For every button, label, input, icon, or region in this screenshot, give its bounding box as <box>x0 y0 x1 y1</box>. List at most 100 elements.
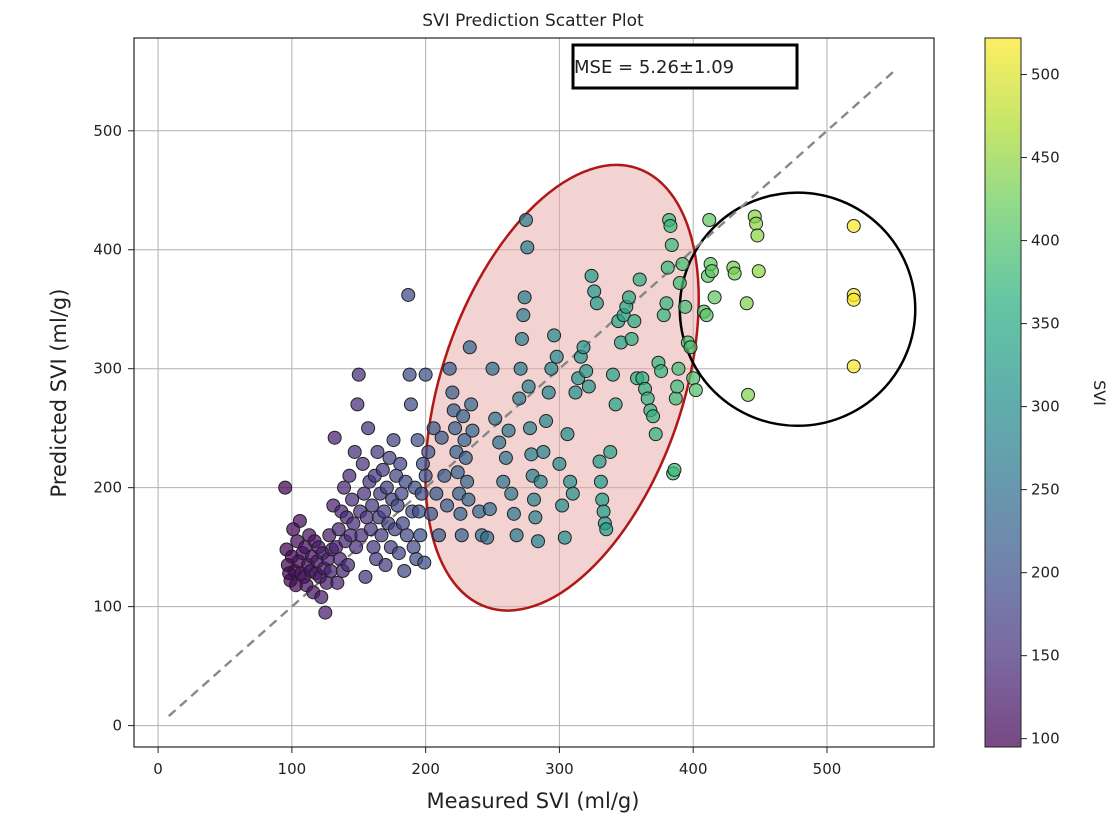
scatter-point <box>418 468 433 483</box>
scatter-point <box>671 361 686 376</box>
scatter-points <box>278 209 861 620</box>
scatter-point <box>527 492 541 507</box>
scatter-point <box>663 218 678 233</box>
scatter-point <box>399 528 414 543</box>
scatter-point <box>358 569 373 584</box>
scatter-point <box>403 397 418 412</box>
scatter-point <box>593 474 608 489</box>
scatter-point <box>513 361 528 376</box>
scatter-point <box>454 528 469 543</box>
scatter-point <box>341 557 356 572</box>
scatter-point <box>547 328 562 343</box>
scatter-point <box>506 506 521 521</box>
scatter-point <box>411 504 426 519</box>
scatter-point <box>520 240 535 255</box>
scatter-point <box>522 421 537 436</box>
scatter-point <box>739 296 754 311</box>
scatter-point <box>521 379 536 394</box>
scatter-point <box>448 421 463 436</box>
y-tick-label: 300 <box>93 360 122 378</box>
scatter-point <box>359 510 374 525</box>
scatter-point <box>323 563 338 578</box>
scatter-point <box>458 450 473 465</box>
scatter-point <box>596 504 611 519</box>
scatter-point <box>370 444 385 459</box>
scatter-point <box>402 367 417 382</box>
scatter-point <box>374 528 389 543</box>
scatter-point <box>378 557 393 572</box>
scatter-point <box>660 260 675 275</box>
scatter-point <box>434 430 449 445</box>
scatter-point <box>751 264 766 279</box>
scatter-point <box>442 361 457 376</box>
scatter-point <box>342 468 357 483</box>
scatter-point <box>480 530 495 545</box>
x-tick-label: 0 <box>153 760 163 778</box>
scatter-point <box>704 264 719 279</box>
scatter-point <box>750 228 765 243</box>
scatter-point <box>327 430 342 445</box>
colorbar-tick-label: 300 <box>1031 398 1060 416</box>
scatter-point <box>386 433 401 448</box>
scatter-point <box>549 349 564 364</box>
mse-annotation-box <box>571 43 799 90</box>
y-axis-label: Predicted SVI (ml/g) <box>47 289 71 498</box>
scatter-point <box>406 540 421 555</box>
scatter-point <box>363 522 378 537</box>
colorbar-tick-label: 250 <box>1031 481 1060 499</box>
scatter-point <box>846 292 861 307</box>
chart-title: SVI Prediction Scatter Plot <box>422 11 644 31</box>
scatter-point <box>445 385 460 400</box>
colorbar-label: SVI <box>1090 380 1109 406</box>
scatter-point <box>568 385 583 400</box>
colorbar-tick-label: 100 <box>1031 730 1060 748</box>
scatter-point <box>337 480 352 495</box>
colorbar-tick-label: 400 <box>1031 232 1060 250</box>
scatter-point <box>699 308 714 323</box>
scatter-point <box>648 427 663 442</box>
scatter-point <box>410 433 425 448</box>
scatter-point <box>347 444 362 459</box>
scatter-point <box>603 444 618 459</box>
scatter-point <box>608 397 623 412</box>
scatter-point <box>727 266 742 281</box>
scatter-point <box>432 528 447 543</box>
x-tick-label: 300 <box>545 760 574 778</box>
scatter-point <box>465 423 480 438</box>
colorbar <box>985 38 1021 747</box>
scatter-point <box>533 474 548 489</box>
scatter-point <box>395 516 410 531</box>
scatter-point <box>496 474 511 489</box>
scatter-point <box>678 299 693 314</box>
scatter-point <box>351 367 366 382</box>
scatter-point <box>377 504 392 519</box>
scatter-point <box>516 308 531 323</box>
scatter-point <box>350 397 365 412</box>
scatter-point <box>462 340 477 355</box>
scatter-point <box>587 284 602 299</box>
scatter-point <box>453 506 468 521</box>
scatter-point <box>563 474 578 489</box>
scatter-point <box>595 492 610 507</box>
scatter-point <box>330 575 345 590</box>
colorbar-tick-label: 200 <box>1031 564 1060 582</box>
colorbar-tick-label: 500 <box>1031 66 1060 84</box>
scatter-point <box>605 367 620 382</box>
scatter-point <box>397 563 412 578</box>
scatter-point <box>646 409 661 424</box>
scatter-point <box>429 486 444 501</box>
x-axis-ticks: 0 100 200 300 400 500 <box>153 747 841 778</box>
scatter-point <box>349 540 364 555</box>
scatter-point <box>531 534 546 549</box>
scatter-point <box>509 528 524 543</box>
scatter-point <box>464 397 479 412</box>
colorbar-tick-label: 450 <box>1031 149 1060 167</box>
colorbar-frame <box>984 37 1022 748</box>
scatter-point <box>656 308 671 323</box>
scatter-point <box>512 391 527 406</box>
scatter-point <box>707 290 722 305</box>
scatter-point <box>488 411 503 426</box>
y-axis-ticks: 0 100 200 300 400 500 <box>93 122 134 735</box>
scatter-point <box>846 218 861 233</box>
